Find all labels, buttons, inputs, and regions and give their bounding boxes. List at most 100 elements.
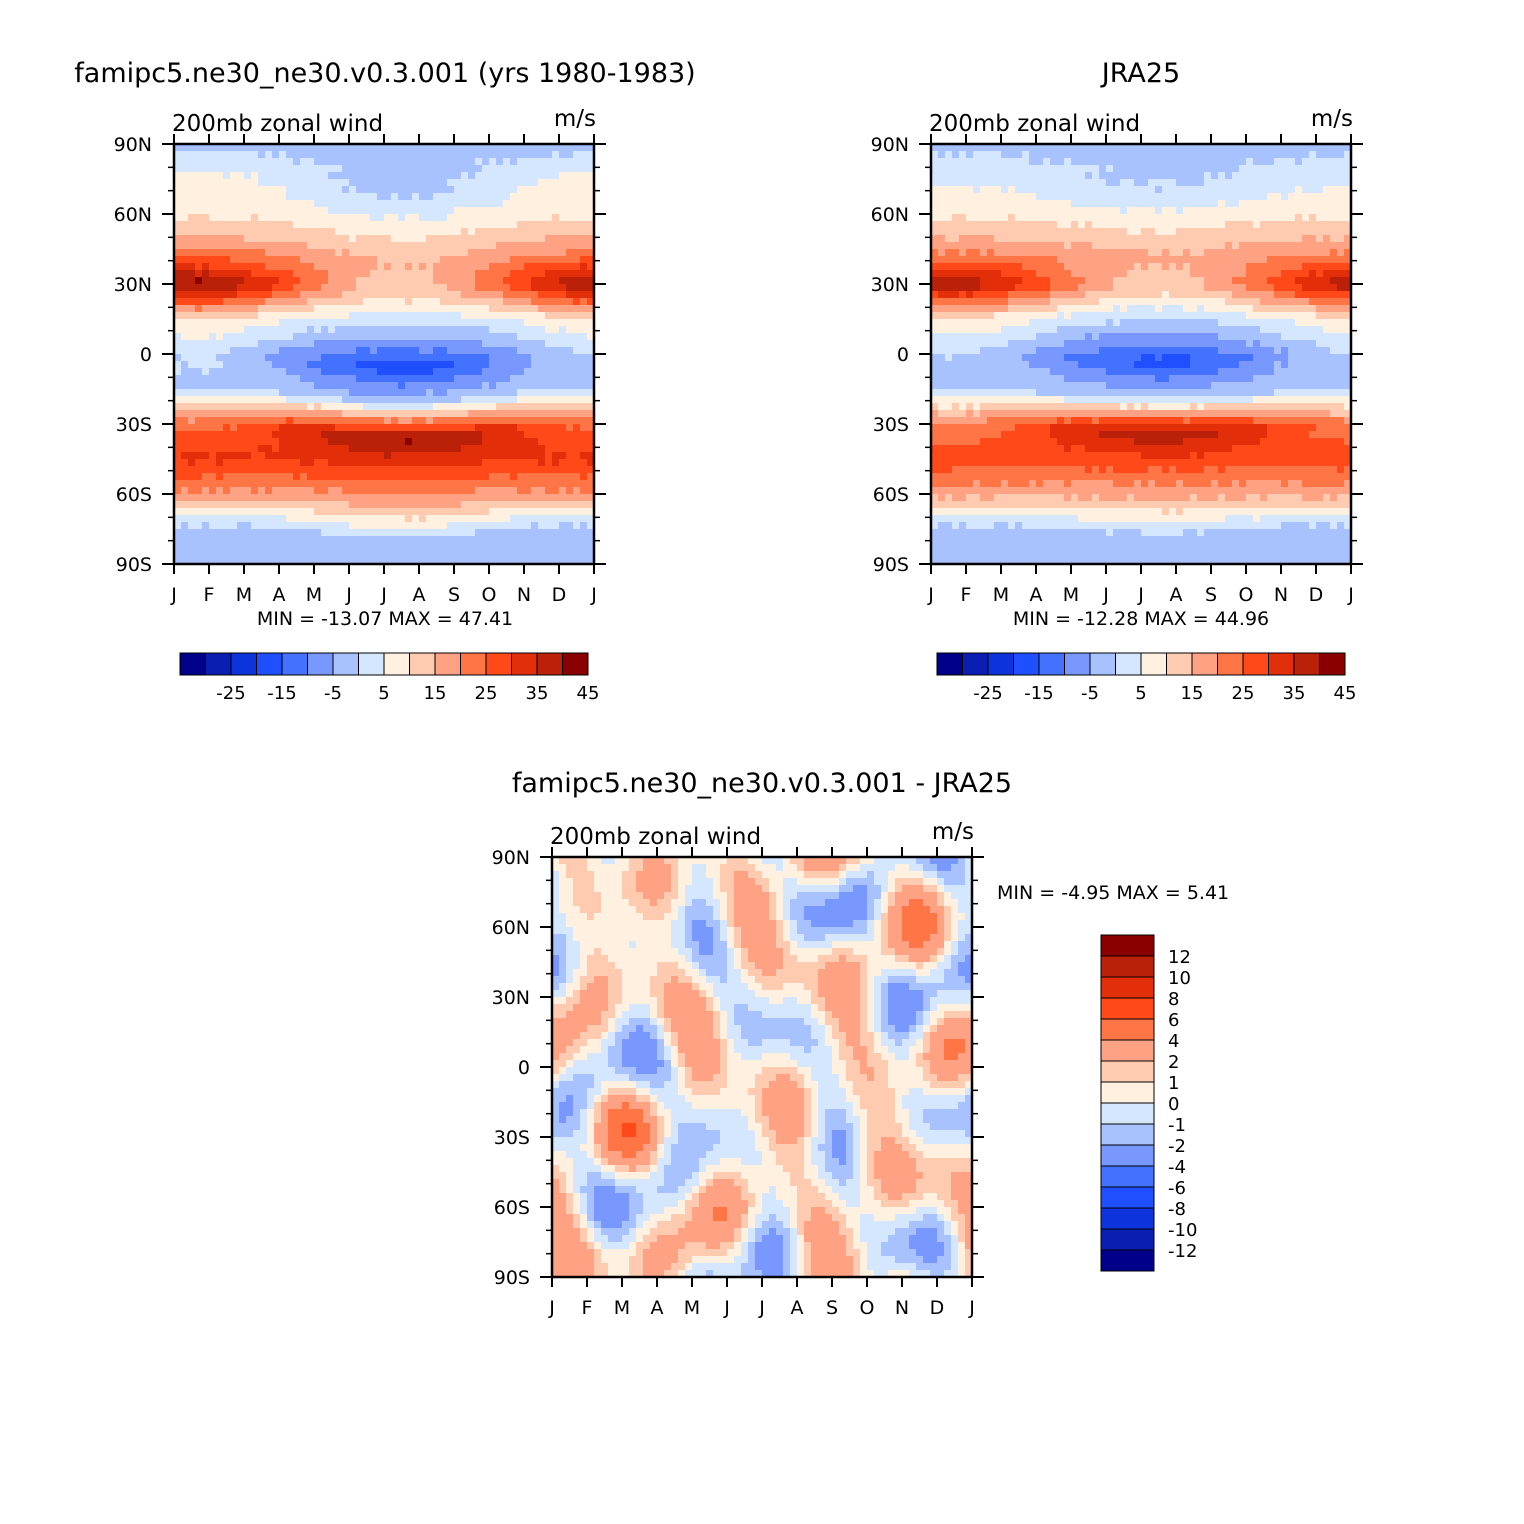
field-cell — [426, 480, 434, 488]
field-cell — [230, 193, 238, 201]
field-cell — [454, 438, 462, 446]
field-cell — [573, 403, 581, 411]
field-cell — [440, 193, 448, 201]
field-cell — [1183, 242, 1191, 250]
field-cell — [405, 347, 413, 355]
field-cell — [209, 550, 217, 558]
field-cell — [258, 473, 266, 481]
field-cell — [447, 382, 455, 390]
field-cell — [300, 270, 308, 278]
field-cell — [1253, 249, 1261, 257]
field-cell — [370, 515, 378, 523]
field-cell — [1022, 249, 1030, 257]
field-cell — [251, 186, 259, 194]
field-cell — [237, 515, 245, 523]
field-cell — [293, 305, 301, 313]
field-cell — [1141, 221, 1149, 229]
field-cell — [342, 172, 350, 180]
field-cell — [328, 445, 336, 453]
field-cell — [496, 144, 504, 152]
field-cell — [524, 424, 532, 432]
field-cell — [426, 389, 434, 397]
field-cell — [342, 165, 350, 173]
field-cell — [461, 389, 469, 397]
field-cell — [1295, 179, 1303, 187]
field-cell — [272, 375, 280, 383]
field-cell — [489, 529, 497, 537]
field-cell — [1148, 256, 1156, 264]
field-cell — [531, 445, 539, 453]
field-cell — [980, 165, 988, 173]
field-cell — [531, 270, 539, 278]
field-cell — [447, 242, 455, 250]
field-cell — [1176, 277, 1184, 285]
field-cell — [973, 165, 981, 173]
field-cell — [251, 256, 259, 264]
field-cell — [293, 319, 301, 327]
field-cell — [938, 228, 946, 236]
field-cell — [1043, 242, 1051, 250]
field-cell — [1295, 186, 1303, 194]
field-cell — [391, 529, 399, 537]
field-cell — [398, 417, 406, 425]
field-cell — [1204, 228, 1212, 236]
y-tick-label: 30N — [114, 274, 152, 296]
field-cell — [1120, 270, 1128, 278]
field-cell — [475, 270, 483, 278]
field-cell — [489, 312, 497, 320]
field-cell — [426, 144, 434, 152]
field-cell — [538, 347, 546, 355]
field-cell — [1225, 228, 1233, 236]
field-cell — [328, 501, 336, 509]
field-cell — [1057, 214, 1065, 222]
field-cell — [286, 144, 294, 152]
field-cell — [545, 172, 553, 180]
field-cell — [510, 165, 518, 173]
field-cell — [356, 508, 364, 516]
field-cell — [1148, 221, 1156, 229]
field-cell — [510, 207, 518, 215]
field-cell — [496, 207, 504, 215]
field-cell — [552, 361, 560, 369]
field-cell — [307, 494, 315, 502]
field-cell — [1092, 284, 1100, 292]
field-cell — [223, 361, 231, 369]
field-cell — [461, 165, 469, 173]
field-cell — [405, 375, 413, 383]
field-cell — [447, 410, 455, 418]
field-cell — [1120, 200, 1128, 208]
field-cell — [342, 508, 350, 516]
field-cell — [517, 263, 525, 271]
field-cell — [987, 235, 995, 243]
field-cell — [202, 207, 210, 215]
field-cell — [517, 536, 525, 544]
field-cell — [475, 305, 483, 313]
field-cell — [314, 396, 322, 404]
field-cell — [503, 508, 511, 516]
field-cell — [1309, 228, 1317, 236]
field-cell — [566, 291, 574, 299]
field-cell — [223, 256, 231, 264]
field-cell — [1344, 144, 1352, 152]
field-cell — [1253, 256, 1261, 264]
field-cell — [1036, 242, 1044, 250]
field-cell — [573, 480, 581, 488]
field-cell — [195, 319, 203, 327]
field-cell — [1260, 158, 1268, 166]
field-cell — [573, 473, 581, 481]
field-cell — [384, 305, 392, 313]
field-cell — [363, 368, 371, 376]
field-cell — [426, 228, 434, 236]
field-cell — [1204, 179, 1212, 187]
field-cell — [349, 277, 357, 285]
field-cell — [1099, 207, 1107, 215]
field-cell — [580, 179, 588, 187]
field-cell — [489, 452, 497, 460]
field-cell — [412, 403, 420, 411]
field-cell — [181, 480, 189, 488]
field-cell — [531, 382, 539, 390]
field-cell — [538, 312, 546, 320]
field-cell — [1064, 214, 1072, 222]
field-cell — [531, 459, 539, 467]
field-cell — [468, 200, 476, 208]
